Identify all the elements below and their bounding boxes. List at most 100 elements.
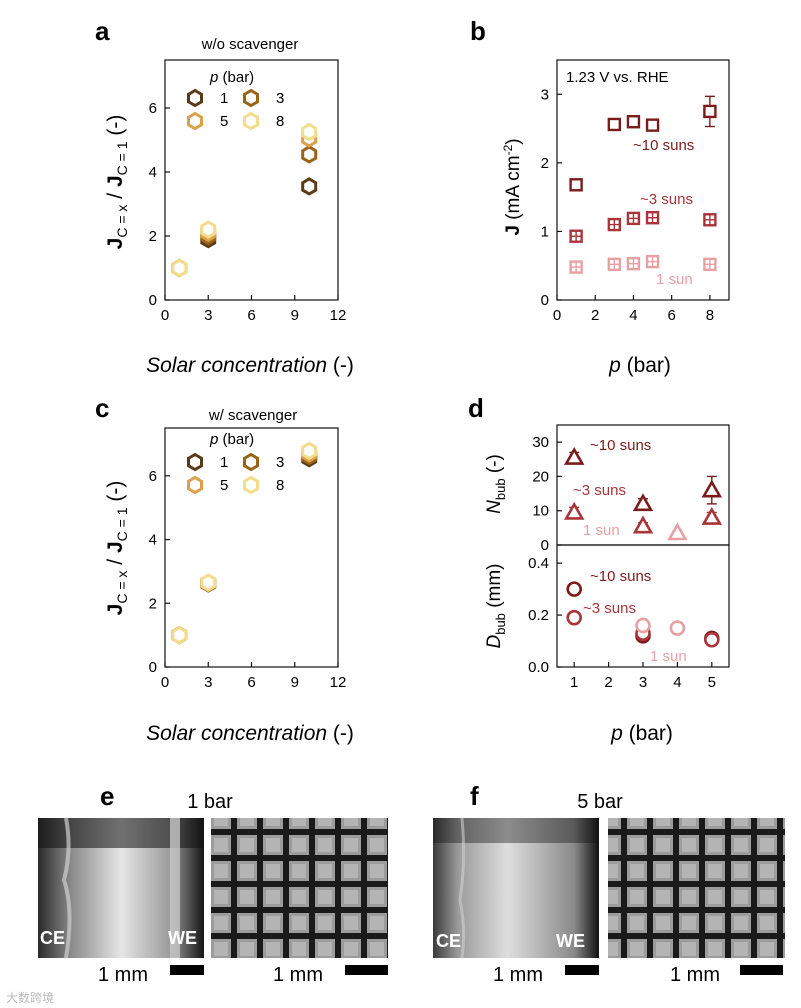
panel-e-scale2-bar	[345, 965, 388, 975]
data-point-2	[667, 522, 688, 541]
y-tick-label: 4	[149, 164, 157, 181]
data-point-0	[701, 479, 723, 498]
panel-d-bottom-label-1sun: 1 sun	[650, 648, 687, 665]
panel-c-ylabel: JC = x / JC = 1 (-)	[104, 481, 130, 616]
panel-d-top-label-1sun: 1 sun	[583, 522, 620, 539]
panel-b: b 0 1 2 3 0 2 4 6 8 1.23 V vs. RHE J (mA cm-2) p…	[470, 16, 730, 377]
panel-a-legend: p (bar) 1 3 5 8	[187, 69, 284, 131]
legend-label: 1	[220, 90, 228, 107]
data-point-p8	[301, 122, 318, 142]
y-tick-label: 0	[541, 537, 549, 554]
panel-e-scale1-bar	[170, 965, 204, 975]
panel-d: d 0 10 20 30 0.0 0.2 0.4 1 2 3 4 5 Nbub (-) Dbub (…	[468, 393, 730, 745]
y-tick-label: 0.4	[528, 555, 549, 572]
data-point-1	[563, 501, 585, 520]
panel-d-bottom-label-10suns: ~10 suns	[590, 568, 651, 585]
panel-d-top-label-3suns: ~3 suns	[573, 482, 626, 499]
y-tick-label: 0	[149, 292, 157, 309]
data-point-0	[703, 104, 717, 119]
x-tick-label: 2	[591, 307, 599, 324]
panel-e-we-label: WE	[168, 928, 197, 948]
panel-e: e 1 bar CE WE 1 mm 1 mm	[38, 781, 388, 986]
data-point-1	[701, 506, 723, 525]
data-point-1	[626, 211, 641, 226]
data-point-0	[563, 446, 585, 465]
x-tick-label: 0	[161, 674, 169, 691]
legend-label: 8	[276, 113, 284, 130]
data-point-p8	[200, 220, 217, 239]
y-tick-label: 4	[149, 532, 157, 549]
panel-d-top-ylabel: Nbub (-)	[484, 454, 508, 514]
data-point-0	[566, 581, 583, 597]
panel-c-legend-title: p (bar)	[209, 431, 254, 448]
data-point-p8	[171, 258, 188, 278]
panel-b-ylabel: J (mA cm-2)	[501, 138, 524, 235]
y-tick-label: 1	[541, 223, 549, 240]
panel-f-we-label: WE	[556, 931, 585, 951]
panel-label-d: d	[468, 393, 484, 423]
data-point-2	[569, 260, 583, 274]
legend-label: 5	[220, 113, 228, 130]
y-tick-label: 6	[149, 468, 157, 485]
panel-e-side-image: CE WE	[38, 817, 204, 959]
data-point-0	[632, 493, 654, 512]
x-tick-label: 8	[706, 307, 714, 324]
panel-a-title: w/o scavenger	[201, 36, 299, 53]
x-tick-label: 3	[204, 307, 212, 324]
data-point-p8	[200, 573, 217, 592]
data-point-1	[566, 609, 583, 626]
panel-e-electrode-image	[211, 818, 388, 958]
watermark: 大数跨境	[6, 990, 54, 1005]
x-tick-label: 4	[629, 307, 637, 324]
data-point-1	[569, 229, 583, 243]
y-tick-label: 2	[541, 155, 549, 172]
legend-marker-p5	[187, 475, 203, 495]
x-tick-label: 6	[247, 307, 255, 324]
data-point-p3	[301, 145, 318, 164]
legend-marker-p3	[243, 452, 259, 472]
legend-label: 1	[220, 454, 228, 471]
panel-c-legend: p (bar) 1 3 5 8	[187, 431, 284, 495]
legend-marker-p1	[187, 88, 203, 108]
panel-b-axes: 0 1 2 3 0 2 4 6 8	[541, 59, 730, 324]
panel-label-c: c	[95, 393, 109, 423]
data-point-1	[632, 515, 654, 534]
panel-b-label-10suns: ~10 suns	[633, 137, 694, 154]
legend-label: 8	[276, 477, 284, 494]
y-tick-label: 0	[541, 292, 549, 309]
legend-label: 3	[276, 454, 284, 471]
panel-c-axes: 0 2 4 6 0 3 6 9 12	[149, 427, 347, 691]
data-point-0	[607, 117, 622, 132]
data-point-p8	[171, 625, 188, 645]
panel-b-label-1sun: 1 sun	[656, 271, 693, 288]
panel-f: f 5 bar CE WE 1 mm 1 mm	[433, 781, 785, 986]
data-point-p1	[301, 177, 318, 196]
panel-c: c w/ scavenger 0 2 4 6 0 3 6 9 12 JC = x / JC = …	[95, 393, 354, 745]
panel-f-scale2-label: 1 mm	[670, 964, 720, 986]
data-point-0	[569, 178, 583, 192]
panel-label-e: e	[100, 781, 114, 811]
data-point-2	[607, 257, 622, 272]
data-point-p8	[301, 441, 318, 461]
y-tick-label: 3	[541, 86, 549, 103]
panel-a-legend-title: p (bar)	[209, 69, 254, 86]
panel-d-bottom-label-3suns: ~3 suns	[583, 600, 636, 617]
panel-d-bottom-axes: 0.0 0.2 0.4 1 2 3 4 5	[528, 544, 730, 691]
legend-marker-p8	[243, 475, 259, 495]
data-point-2	[635, 617, 651, 634]
panel-label-b: b	[470, 16, 486, 46]
x-tick-label: 12	[330, 674, 347, 691]
panel-a-axes: 0 2 4 6 0 3 6 9 12	[149, 59, 346, 324]
x-tick-label: 0	[553, 307, 561, 324]
plot-frame	[556, 59, 730, 301]
panel-d-top-label-10suns: ~10 suns	[590, 437, 651, 454]
data-point-2	[703, 257, 717, 272]
x-tick-label: 4	[673, 674, 681, 691]
y-tick-label: 0.0	[528, 659, 549, 676]
data-point-1	[703, 631, 720, 648]
legend-marker-p5	[187, 111, 203, 131]
data-point-1	[645, 211, 660, 225]
x-tick-label: 0	[161, 307, 169, 324]
panel-f-scale2-bar	[740, 965, 783, 975]
